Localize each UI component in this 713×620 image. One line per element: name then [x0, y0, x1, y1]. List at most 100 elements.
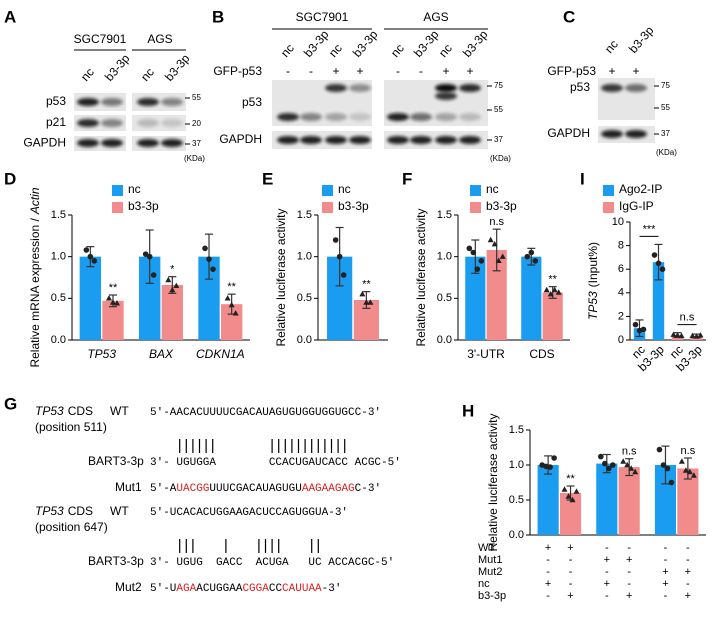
y-tick-label: 1.0	[297, 251, 312, 263]
gene-label: TP53 CDS	[35, 504, 93, 518]
y-tick-label: 10	[612, 216, 624, 228]
y-tick-label: 0.5	[437, 292, 452, 304]
treatment-sign: -	[396, 64, 400, 78]
wt-sequence: 5'-UCACACUGGAAGACUCCAGUGGUA-3'	[150, 507, 348, 519]
mutant-sequence: 5'-UAGAACUGGAACGGACCCAUUAA-3'	[150, 583, 341, 595]
blot-band	[77, 139, 99, 147]
blot-band	[137, 139, 159, 147]
marker-label: 37	[661, 129, 670, 138]
blot-band	[137, 119, 159, 127]
data-point	[610, 462, 616, 468]
sequence-segment: ACUGGAA	[196, 583, 243, 595]
sequence-segment: CGGA	[242, 583, 269, 595]
data-point	[670, 331, 677, 337]
legend-label: nc	[128, 182, 141, 196]
sequence-segment: C-3'	[355, 483, 381, 495]
treatment-sign: +	[632, 64, 639, 78]
y-tick-label: 1.5	[509, 424, 524, 436]
blot-band	[77, 119, 99, 127]
panel-label: E	[262, 169, 273, 188]
bar	[677, 468, 699, 535]
condition-label: nc	[478, 578, 490, 590]
panel-label: F	[402, 169, 412, 188]
data-point	[470, 249, 477, 256]
marker-label: 20	[192, 119, 201, 128]
data-point	[165, 276, 172, 283]
mirna-label: BART3-3p	[88, 454, 144, 468]
row-label: p53	[570, 80, 590, 94]
condition-sign: +	[626, 554, 632, 566]
legend-swatch	[470, 185, 481, 196]
y-axis-label: Relative luciferase activity	[414, 208, 428, 346]
sequence-segment: UUUCGACAUAGUGU	[209, 483, 301, 495]
data-point	[547, 290, 554, 297]
blot-band	[349, 113, 371, 121]
bar	[79, 256, 102, 340]
bar	[559, 493, 582, 535]
data-point	[632, 468, 639, 475]
legend-swatch	[322, 185, 333, 196]
y-tick-label: 1.5	[297, 209, 312, 221]
treatment-sign: +	[332, 64, 339, 78]
treatment-sign: -	[309, 64, 313, 78]
blot-band	[435, 92, 457, 100]
data-point	[83, 247, 90, 253]
bar	[596, 463, 618, 535]
y-tick-label: 1.5	[51, 209, 66, 221]
y-axis-label: TP53 (Input%)	[586, 242, 600, 320]
lane-label: nc	[436, 41, 455, 60]
data-point	[340, 272, 347, 278]
data-point	[91, 258, 98, 264]
condition-sign: -	[569, 566, 573, 578]
significance-label: ***	[643, 223, 657, 235]
blot-band	[277, 113, 299, 121]
mirna-sequence: 3'- UGUG GACC ACUGA UC ACCACGC-5'	[150, 557, 394, 569]
condition-sign: -	[686, 542, 690, 554]
legend-swatch	[603, 185, 614, 196]
y-tick-label: 0.5	[51, 292, 66, 304]
mirna-label: BART3-3p	[88, 554, 144, 568]
y-tick-label: 4	[618, 287, 624, 299]
blot-band	[349, 136, 371, 144]
data-point	[547, 464, 553, 470]
data-point	[491, 240, 498, 247]
panel-label: G	[4, 394, 17, 413]
legend-label: nc	[338, 182, 351, 196]
row-label: GAPDH	[547, 126, 590, 140]
lane-label: nc	[388, 41, 407, 60]
lane-label: b3-3p	[350, 27, 381, 60]
sequence-segment: -3'	[322, 583, 342, 595]
data-point	[678, 458, 685, 464]
unit-label: (KDa)	[656, 148, 677, 157]
data-point	[524, 253, 531, 260]
data-point	[109, 299, 116, 305]
condition-label: WT	[478, 542, 495, 554]
blot-band	[77, 98, 99, 106]
data-point	[573, 488, 580, 494]
lane-label: b3-3p	[162, 51, 193, 84]
data-point	[210, 266, 216, 272]
condition-sign: -	[546, 554, 550, 566]
condition-sign: -	[686, 554, 690, 566]
y-axis-label-part: Relative luciferase activity	[274, 208, 288, 346]
bar	[102, 300, 124, 340]
blot-band	[601, 130, 623, 138]
condition-sign: -	[605, 566, 609, 578]
unit-label: (KDa)	[184, 154, 205, 163]
sequence-segment: 5'-U	[150, 583, 176, 595]
bar	[138, 256, 161, 340]
row-label: p53	[46, 94, 66, 108]
y-tick-label: 0.5	[297, 292, 312, 304]
condition-sign: +	[626, 590, 632, 602]
blot-band	[325, 113, 347, 121]
legend-label: IgG-IP	[619, 199, 654, 213]
blot-band	[625, 130, 647, 138]
condition-sign: -	[569, 554, 573, 566]
panel-label: D	[4, 169, 16, 188]
bar	[652, 262, 665, 340]
marker-label: 75	[661, 81, 670, 90]
data-point	[367, 299, 374, 305]
marker-label: 37	[494, 135, 503, 144]
blot-band	[161, 119, 183, 127]
y-axis-label-part: TP53	[586, 291, 600, 320]
